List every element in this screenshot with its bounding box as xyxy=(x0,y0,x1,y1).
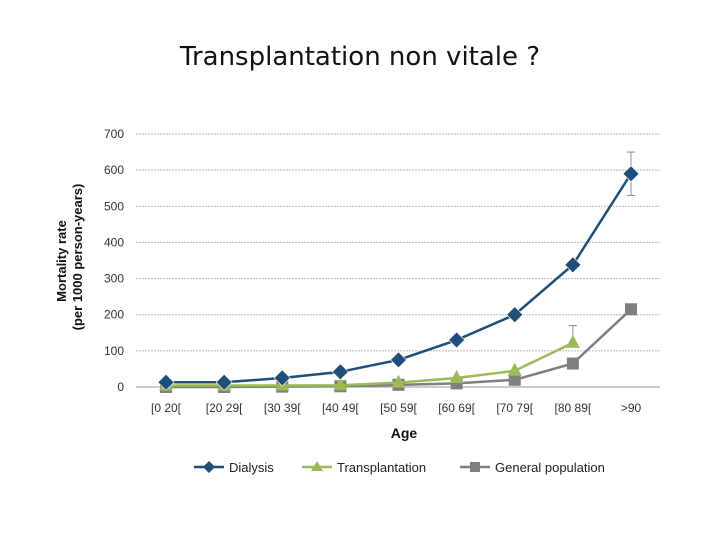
x-axis-label: Age xyxy=(391,425,418,441)
x-tick-label: [60 69[ xyxy=(438,401,475,415)
data-point xyxy=(331,363,349,381)
y-tick-label: 100 xyxy=(104,344,124,358)
y-tick-label: 0 xyxy=(117,380,124,394)
slide-title: Transplantation non vitale ? xyxy=(179,42,541,72)
x-tick-label: [20 29[ xyxy=(206,401,243,415)
data-point xyxy=(391,374,406,388)
data-point xyxy=(390,351,407,369)
data-point xyxy=(215,373,233,391)
x-axis-ticks: [0 20[ [20 29[ [30 39[ [40 49[ [50 59[ [60 69… xyxy=(151,401,642,415)
data-point xyxy=(564,256,582,274)
legend-item-general-population: General population xyxy=(460,460,605,475)
x-tick-label: [80 89[ xyxy=(555,401,592,415)
legend: Dialysis Transplantation General populatio… xyxy=(194,460,605,475)
y-tick-label: 600 xyxy=(104,163,124,177)
data-point xyxy=(565,334,580,348)
y-tick-label: 200 xyxy=(104,308,124,322)
data-point xyxy=(625,303,637,316)
x-tick-label: >90 xyxy=(621,401,642,415)
x-tick-label: [0 20[ xyxy=(151,401,182,415)
x-tick-label: [30 39[ xyxy=(264,401,301,415)
legend-item-transplantation: Transplantation xyxy=(302,460,426,475)
series-line xyxy=(166,341,574,387)
y-axis-label-line1: Mortality rate xyxy=(54,220,69,302)
y-tick-label: 400 xyxy=(104,235,124,249)
legend-item-dialysis: Dialysis xyxy=(194,460,274,475)
data-point xyxy=(506,306,524,324)
data-point xyxy=(566,357,579,370)
x-tick-label: [70 79[ xyxy=(496,401,533,415)
data-point xyxy=(622,165,640,183)
series-dialysis xyxy=(157,151,640,391)
legend-marker xyxy=(470,462,480,472)
legend-label: Transplantation xyxy=(337,460,426,475)
gridlines xyxy=(136,133,660,388)
data-point xyxy=(157,373,175,391)
y-tick-label: 300 xyxy=(104,272,124,286)
y-tick-label: 700 xyxy=(104,127,124,141)
x-tick-label: [50 59[ xyxy=(380,401,417,415)
legend-label: General population xyxy=(495,460,605,475)
data-point xyxy=(508,373,521,386)
y-axis-label-line2: (per 1000 person-years) xyxy=(70,184,85,331)
series-layer xyxy=(157,151,640,393)
x-tick-label: [40 49[ xyxy=(322,401,359,415)
data-point xyxy=(507,362,522,376)
legend-marker xyxy=(311,461,323,471)
legend-label: Dialysis xyxy=(229,460,274,475)
y-tick-label: 500 xyxy=(104,199,124,213)
data-point xyxy=(333,377,348,391)
data-point xyxy=(448,331,466,349)
y-axis-ticks: 0 100 200 300 400 500 600 700 xyxy=(104,127,124,394)
legend-marker xyxy=(203,461,215,473)
data-point xyxy=(273,369,291,387)
data-point xyxy=(449,369,464,383)
